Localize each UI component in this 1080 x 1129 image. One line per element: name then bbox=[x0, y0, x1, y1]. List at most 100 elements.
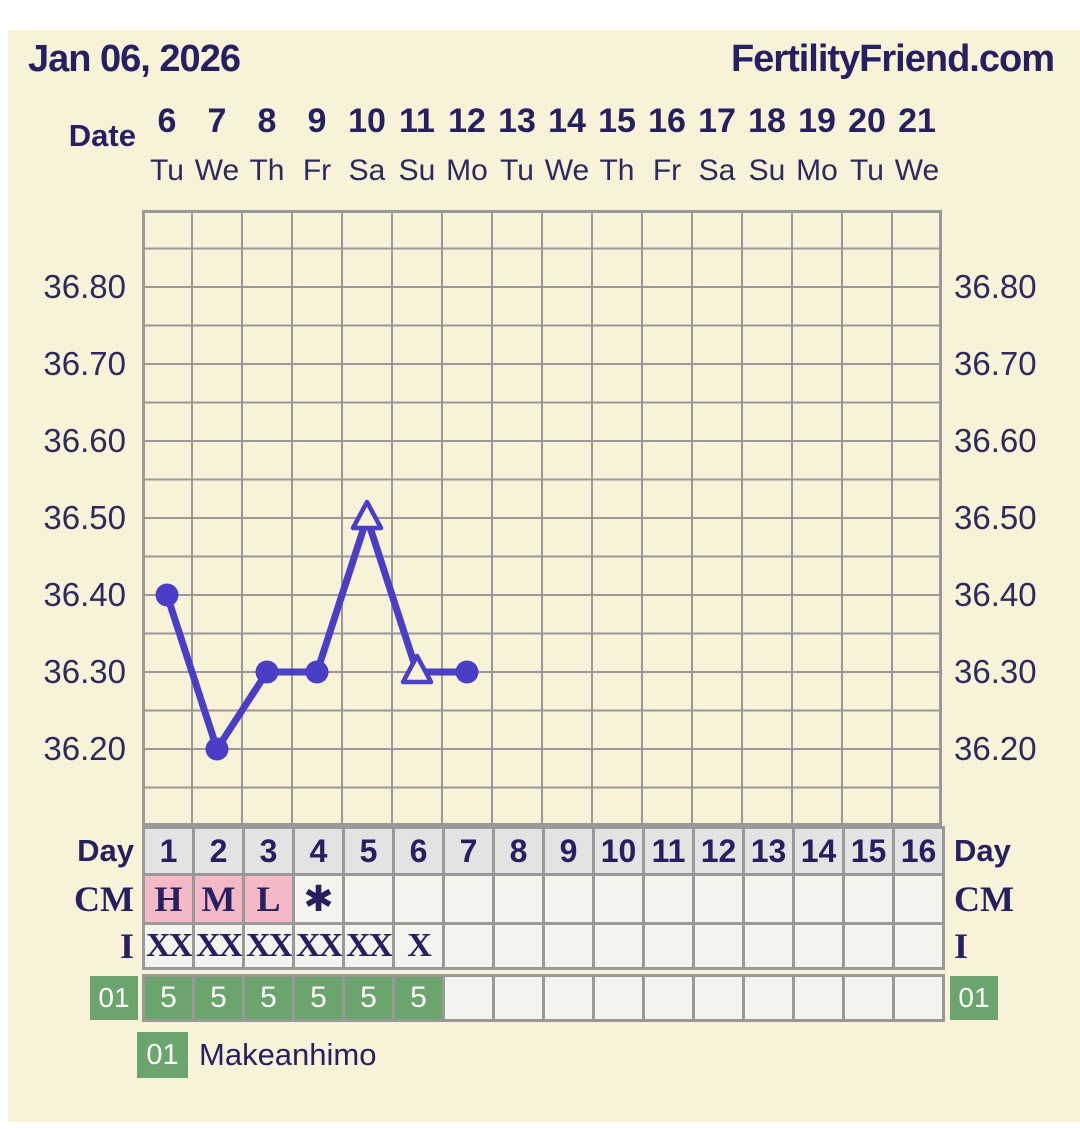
day-cell-1[interactable]: 1 bbox=[142, 826, 195, 876]
ytick-left-36.20: 36.20 bbox=[43, 730, 126, 767]
weekday-cell-7: Mo bbox=[446, 154, 488, 187]
intercourse-cell-day-3: XX bbox=[242, 922, 295, 970]
cycle-score-cell-day-6: 5 bbox=[392, 974, 445, 1022]
date-axis-label: Date bbox=[68, 118, 136, 153]
cycle-score-cell-day-16 bbox=[892, 974, 945, 1022]
cm-cell-day-8 bbox=[492, 873, 545, 925]
day-cell-10[interactable]: 10 bbox=[592, 826, 645, 876]
date-cell-10[interactable]: 10 bbox=[348, 101, 386, 140]
date-cell-20[interactable]: 20 bbox=[848, 101, 886, 140]
cm-cell-day-15 bbox=[842, 873, 895, 925]
date-cell-7[interactable]: 7 bbox=[207, 101, 227, 140]
day-cell-11[interactable]: 11 bbox=[642, 826, 695, 876]
ytick-right-36.30: 36.30 bbox=[954, 653, 1037, 690]
ytick-right-36.50: 36.50 bbox=[954, 499, 1037, 536]
intercourse-cell-day-5: XX bbox=[342, 922, 395, 970]
intercourse-row-label-left: I bbox=[119, 926, 134, 966]
date-cell-11[interactable]: 11 bbox=[399, 101, 435, 140]
day-cell-6[interactable]: 6 bbox=[392, 826, 445, 876]
date-cell-8[interactable]: 8 bbox=[257, 101, 277, 140]
cycle-score-cell-day-4: 5 bbox=[292, 974, 345, 1022]
day-cell-12[interactable]: 12 bbox=[692, 826, 745, 876]
temp-marker-circle-day-3[interactable] bbox=[255, 660, 279, 684]
date-cell-17[interactable]: 17 bbox=[698, 101, 736, 140]
temp-marker-triangle-day-6[interactable] bbox=[400, 653, 434, 685]
day-cell-16[interactable]: 16 bbox=[892, 826, 945, 876]
intercourse-cell-day-10 bbox=[592, 922, 645, 970]
weekday-cell-15: Tu bbox=[850, 154, 884, 187]
date-numbers-row: 6 7 8 9 10 11 12 13 14 15 16 17 18 19 20 21 bbox=[142, 98, 942, 144]
cm-cell-day-11 bbox=[642, 873, 695, 925]
temp-marker-circle-day-2[interactable] bbox=[205, 737, 229, 761]
temp-marker-circle-day-7[interactable] bbox=[455, 660, 479, 684]
cm-cell-day-3: L bbox=[242, 873, 295, 925]
date-cell-15[interactable]: 15 bbox=[598, 101, 636, 140]
site-logo: FertilityFriend.com bbox=[730, 38, 1055, 80]
ytick-right-36.60: 36.60 bbox=[954, 422, 1037, 459]
day-cell-2[interactable]: 2 bbox=[192, 826, 245, 876]
day-cell-9[interactable]: 9 bbox=[542, 826, 595, 876]
weekday-cell-13: Su bbox=[748, 154, 786, 187]
intercourse-cell-day-8 bbox=[492, 922, 545, 970]
date-cell-13[interactable]: 13 bbox=[498, 101, 536, 140]
cycle-score-cell-day-7 bbox=[442, 974, 495, 1022]
day-cell-4[interactable]: 4 bbox=[292, 826, 345, 876]
temp-marker-triangle-day-5[interactable] bbox=[350, 499, 384, 531]
cycle-score-cell-day-5: 5 bbox=[342, 974, 395, 1022]
intercourse-row-label-right: I bbox=[954, 926, 969, 966]
cycle-score-cell-day-3: 5 bbox=[242, 974, 295, 1022]
weekday-cell-8: Tu bbox=[500, 154, 534, 187]
cm-cell-day-6 bbox=[392, 873, 445, 925]
cm-cell-day-13 bbox=[742, 873, 795, 925]
cm-cell-day-2: M bbox=[192, 873, 245, 925]
cycle-score-cell-day-1: 5 bbox=[142, 974, 195, 1022]
intercourse-cell-day-16 bbox=[892, 922, 945, 970]
date-cell-9[interactable]: 9 bbox=[307, 101, 327, 140]
date-cell-18[interactable]: 18 bbox=[748, 101, 786, 140]
cm-cell-day-4: ✱ bbox=[292, 873, 345, 925]
day-cell-14[interactable]: 14 bbox=[792, 826, 845, 876]
cycle-score-cell-day-10 bbox=[592, 974, 645, 1022]
temp-marker-circle-day-1[interactable] bbox=[155, 583, 179, 607]
date-cell-19[interactable]: 19 bbox=[798, 101, 836, 140]
weekday-cell-6: Su bbox=[398, 154, 436, 187]
cm-cell-day-5 bbox=[342, 873, 395, 925]
cycle-score-cell-day-2: 5 bbox=[192, 974, 245, 1022]
cycle-score-cell-day-9 bbox=[542, 974, 595, 1022]
day-cell-8[interactable]: 8 bbox=[492, 826, 545, 876]
day-cell-13[interactable]: 13 bbox=[742, 826, 795, 876]
ytick-left-36.30: 36.30 bbox=[43, 653, 126, 690]
cycle-score-cell-day-11 bbox=[642, 974, 695, 1022]
weekday-row: Tu We Th Fr Sa Su Mo Tu We Th Fr Sa Su Mo Tu We bbox=[142, 150, 942, 192]
cm-cell-day-14 bbox=[792, 873, 845, 925]
cycle-score-cell-day-8 bbox=[492, 974, 545, 1022]
grid-border bbox=[142, 210, 942, 826]
temp-marker-circle-day-4[interactable] bbox=[305, 660, 329, 684]
cm-row-label-right: CM bbox=[954, 879, 1014, 919]
date-cell-21[interactable]: 21 bbox=[898, 101, 936, 140]
intercourse-cell-day-4: XX bbox=[292, 922, 345, 970]
weekday-cell-2: We bbox=[194, 154, 240, 187]
cm-cell-day-16 bbox=[892, 873, 945, 925]
day-cell-7[interactable]: 7 bbox=[442, 826, 495, 876]
date-cell-6[interactable]: 6 bbox=[157, 101, 177, 140]
date-cell-14[interactable]: 14 bbox=[548, 101, 586, 140]
day-cell-15[interactable]: 15 bbox=[842, 826, 895, 876]
day-cell-5[interactable]: 5 bbox=[342, 826, 395, 876]
intercourse-cell-day-15 bbox=[842, 922, 895, 970]
cycle-score-cell-day-15 bbox=[842, 974, 895, 1022]
cm-cell-day-10 bbox=[592, 873, 645, 925]
intercourse-cell-day-11 bbox=[642, 922, 695, 970]
weekday-cell-11: Fr bbox=[652, 154, 682, 187]
date-cell-16[interactable]: 16 bbox=[648, 101, 686, 140]
legend-cycle-id-badge: 01 bbox=[137, 1032, 188, 1078]
weekday-cell-10: Th bbox=[599, 154, 635, 187]
date-cell-12[interactable]: 12 bbox=[448, 101, 486, 140]
legend-user-name: Makeanhimo bbox=[199, 1037, 377, 1072]
day-cell-3[interactable]: 3 bbox=[242, 826, 295, 876]
intercourse-row: XX XX XX XX XX X bbox=[142, 922, 945, 970]
intercourse-cell-day-14 bbox=[792, 922, 845, 970]
ytick-right-36.40: 36.40 bbox=[954, 576, 1037, 613]
cycle-score-cell-day-12 bbox=[692, 974, 745, 1022]
